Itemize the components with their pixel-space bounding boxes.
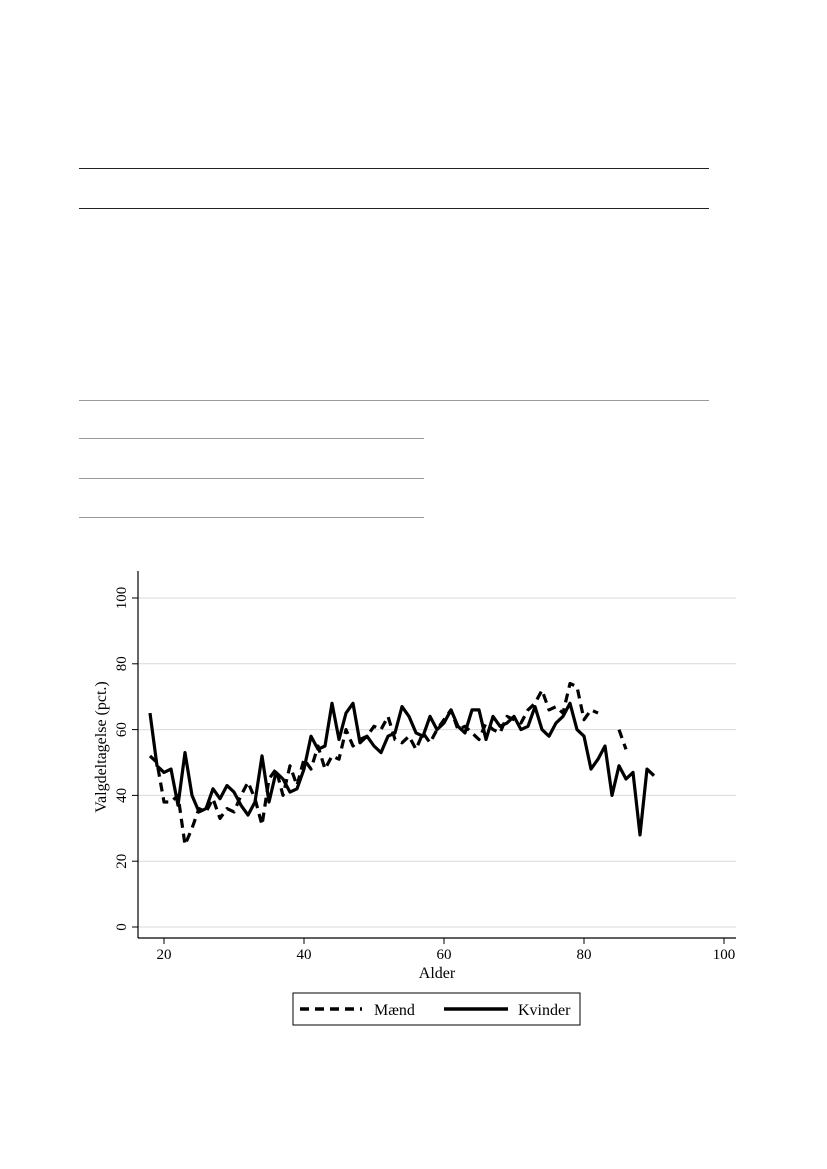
x-tick-label-40: 40: [297, 947, 312, 963]
table-rule-header: [79, 208, 709, 209]
legend-label-maend: Mænd: [374, 1002, 415, 1019]
y-tick-label-0: 0: [114, 923, 130, 931]
table-rule-section: [79, 400, 709, 401]
x-tick-label-100: 100: [713, 947, 736, 963]
table-rule-row-3: [79, 517, 424, 518]
y-tick-label-100: 100: [114, 587, 130, 610]
table-rule-top: [79, 168, 709, 169]
y-tick-label-80: 80: [114, 656, 130, 671]
y-tick-label-20: 20: [114, 854, 130, 869]
legend-box: [292, 992, 581, 1026]
gridlines: [138, 597, 736, 928]
legend: Mænd Kvinder: [292, 992, 581, 1026]
y-tick-label-60: 60: [114, 722, 130, 737]
y-tick-label-40: 40: [114, 788, 130, 803]
y-axis-title: Valgdeltagelse (pct.): [93, 681, 110, 813]
series-line-kvinder: [148, 701, 656, 837]
table-rule-row-1: [79, 438, 424, 439]
x-tick-label-20: 20: [157, 947, 172, 963]
x-tick-label-60: 60: [437, 947, 452, 963]
table-rule-row-2: [79, 478, 424, 479]
series-lines: [148, 681, 656, 847]
x-tick-label-80: 80: [577, 947, 592, 963]
series-line-maend: [148, 681, 628, 847]
axes: 0 20 40 60 80 100 20 40 60 80 100: [114, 571, 736, 963]
legend-label-kvinder: Kvinder: [518, 1002, 571, 1019]
x-axis-title: Alder: [419, 965, 456, 982]
